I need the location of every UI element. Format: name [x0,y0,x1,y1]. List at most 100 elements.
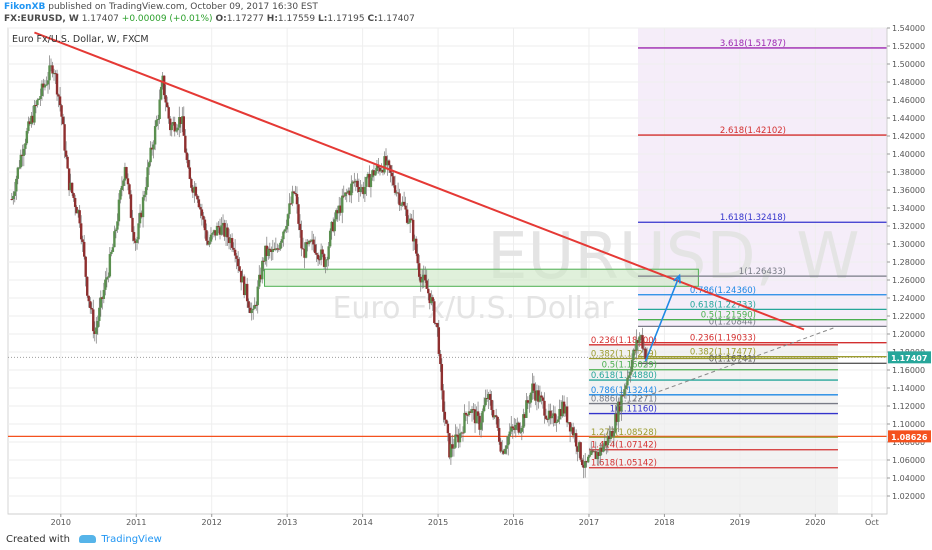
candle-body [427,288,430,294]
price-tick-label: 1.52000 [892,42,925,51]
candle-body [253,304,256,309]
candle-body [64,150,68,157]
candle-body [31,115,35,123]
candle-body [608,435,611,439]
projection-arrow[interactable] [644,275,681,362]
candle-body [571,427,575,436]
candle-body [493,415,496,418]
candle-body [306,242,309,245]
candle-body [568,422,572,432]
candle-body [131,217,134,233]
candle-body [485,397,489,399]
candle-body [371,170,374,178]
candle-body [534,390,537,401]
candle-body [494,415,498,417]
price-tick-label: 1.48000 [892,78,925,87]
candle-body [322,254,326,267]
candle-body [455,434,459,436]
candle-body [479,422,483,430]
price-tick-label: 1.22000 [892,312,925,321]
ohlc-line: FX:EURUSD, W 1.17407 +0.00009 (+0.01%) O… [4,14,415,25]
candle-body [531,383,534,394]
candle-body [285,225,288,230]
fib-projection-level-label: 0.382(1.17477) [690,348,756,358]
candle-body [200,209,204,216]
candle-body [113,231,116,248]
candle-body [45,84,48,86]
candle-body [392,176,395,186]
candle-body [46,80,50,85]
candle-body [16,167,20,179]
candle-body [289,203,293,205]
candle-body [206,240,210,245]
candle-body [574,433,578,447]
candle-body [123,167,127,181]
candle-body [264,245,267,262]
price-tick-label: 1.10000 [892,420,925,429]
current-price-tag: 1.17407 [891,354,927,363]
candle-body [520,427,524,432]
candle-body [150,147,154,150]
price-tick-label: 1.54000 [892,24,925,33]
candle-body [434,322,438,324]
candle-body [543,400,546,416]
price-tick-label: 1.20000 [892,330,925,339]
dashed-projection-line[interactable] [618,327,835,407]
candle-body [558,409,561,420]
candle-body [573,433,576,436]
candle-body [399,204,403,206]
candle-body [590,450,593,456]
candle-body [384,156,388,166]
tradingview-link[interactable]: TradingView [101,534,162,545]
candle-body [184,135,187,153]
candle-body [513,428,516,430]
candle-body [37,99,41,101]
support-zone-box[interactable] [264,268,699,287]
candle-body [448,433,451,458]
candle-body [541,397,545,401]
candle-body [12,195,15,200]
candle-body [239,270,243,283]
candle-body [516,422,519,425]
candle-body [191,187,195,193]
author-name[interactable]: FikonXB [4,2,46,12]
candle-body [119,190,122,200]
candle-body [395,192,398,194]
candle-body [416,253,419,264]
candle-body [410,218,413,220]
candle-body [40,83,44,97]
current-price-tag-bg [888,351,931,364]
candle-body [232,247,235,250]
time-tick-label: 2013 [277,518,297,527]
candle-body [169,118,172,131]
candle-body [233,249,237,256]
created-with-text: Created with [6,534,70,545]
candle-body [517,422,521,433]
candle-body [294,192,297,195]
candle-body [522,414,525,428]
candle-body [178,117,181,128]
candle-body [461,432,465,434]
chart-title: Euro Fx/U.S. Dollar, W, FXCM [12,34,149,45]
candle-body [460,432,463,434]
candle-body [83,241,86,257]
candle-body [223,222,226,237]
candle-body [212,230,216,234]
candle-body [267,248,270,257]
candle-body [528,402,531,404]
close-label: C: [367,14,378,24]
candle-body [550,415,554,419]
candle-body [153,126,157,145]
candle-body [309,240,312,242]
candle-body [52,73,56,75]
candle-body [407,222,410,224]
candle-body [128,184,131,195]
candle-body [635,340,638,351]
candle-body [481,411,484,423]
candle-body [235,255,238,259]
candle-body [158,99,161,120]
candle-body [588,455,591,457]
price-tick-label: 1.38000 [892,168,925,177]
candle-body [419,276,422,283]
